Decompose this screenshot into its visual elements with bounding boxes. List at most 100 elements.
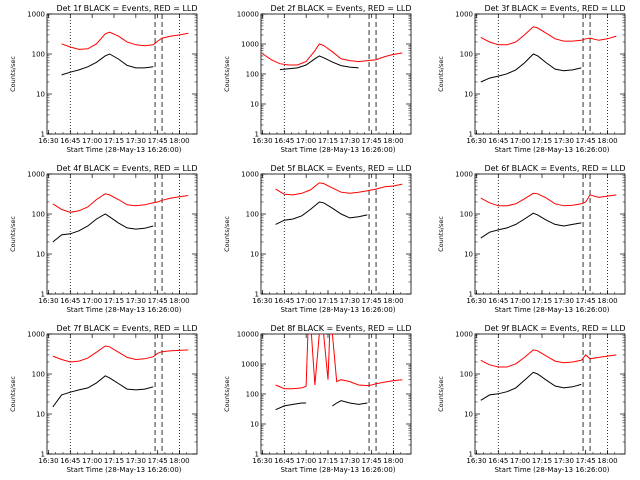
y-tick-label: 1000: [27, 171, 45, 179]
x-tick-label: 16:45: [488, 297, 508, 305]
x-axis-label: Start Time (28-May-13 16:26:00): [280, 466, 395, 474]
y-tick-label: 100: [460, 371, 473, 379]
y-tick-label: 1: [469, 291, 473, 299]
x-tick-label: 16:45: [60, 457, 80, 465]
lld-series-line: [480, 349, 617, 368]
y-tick-label: 100: [32, 371, 45, 379]
x-axis-label: Start Time (28-May-13 16:26:00): [280, 146, 395, 154]
y-tick-label: 10: [36, 91, 45, 99]
y-axis-label: Counts/sec: [437, 376, 445, 412]
x-tick-label: 16:30: [252, 457, 272, 465]
lld-series-line: [61, 31, 189, 50]
panel-det-3f: Det 3f BLACK = Events, RED = LLD 16:30 16:…: [437, 4, 626, 154]
x-tick-label: 17:30: [340, 457, 360, 465]
x-tick-label: 17:15: [104, 457, 124, 465]
x-tick-label: 17:45: [576, 137, 596, 145]
y-tick-label: 100: [246, 211, 259, 219]
events-series-line: [52, 375, 154, 408]
y-tick-label: 10: [250, 101, 259, 109]
x-tick-label: 17:15: [318, 297, 338, 305]
plot-frame: [46, 13, 198, 135]
y-tick-label: 1000: [455, 171, 473, 179]
events-series-line: [480, 53, 582, 83]
x-tick-label: 17:00: [510, 297, 530, 305]
y-tick-label: 1: [41, 291, 45, 299]
panel-det-5f: Det 5f BLACK = Events, RED = LLD 16:30 16:…: [223, 164, 412, 314]
y-tick-label: 1: [41, 451, 45, 459]
events-series-line: [480, 212, 582, 239]
y-tick-label: 1000: [241, 41, 259, 49]
x-tick-label: 16:30: [252, 297, 272, 305]
x-tick-label: 18:00: [383, 297, 403, 305]
x-tick-label: 17:00: [82, 457, 102, 465]
y-tick-label: 100: [32, 211, 45, 219]
x-tick-label: 17:15: [532, 457, 552, 465]
x-tick-label: 17:30: [554, 457, 574, 465]
panel-det-7f: Det 7f BLACK = Events, RED = LLD 16:30 16:…: [9, 324, 198, 474]
x-tick-label: 17:00: [82, 137, 102, 145]
x-axis-label: Start Time (28-May-13 16:26:00): [66, 466, 181, 474]
y-axis-label: Counts/sec: [437, 216, 445, 252]
y-tick-label: 1000: [455, 331, 473, 339]
x-tick-label: 16:45: [274, 137, 294, 145]
x-tick-label: 17:30: [340, 137, 360, 145]
x-tick-label: 17:15: [104, 137, 124, 145]
plot-frame: [46, 173, 198, 295]
x-tick-label: 16:45: [274, 457, 294, 465]
x-tick-label: 16:45: [60, 297, 80, 305]
x-axis-label: Start Time (28-May-13 16:26:00): [66, 146, 181, 154]
panel-det-9f: Det 9f BLACK = Events, RED = LLD 16:30 16:…: [437, 324, 626, 474]
plot-frame: [474, 173, 626, 295]
y-tick-label: 1000: [241, 171, 259, 179]
y-tick-label: 10: [464, 411, 473, 419]
y-axis-label: Counts/sec: [9, 376, 17, 412]
lld-series-line: [480, 192, 617, 207]
x-tick-label: 17:30: [126, 457, 146, 465]
panel-title: Det 8f BLACK = Events, RED = LLD: [270, 324, 411, 333]
x-tick-label: 16:45: [488, 137, 508, 145]
x-tick-label: 17:30: [126, 297, 146, 305]
x-tick-label: 17:15: [318, 137, 338, 145]
y-tick-label: 1: [469, 451, 473, 459]
y-tick-label: 1: [255, 451, 259, 459]
panel-det-2f: Det 2f BLACK = Events, RED = LLD 16:30 16:…: [223, 4, 412, 154]
y-tick-label: 1000: [27, 11, 45, 19]
y-tick-label: 1000: [455, 11, 473, 19]
x-tick-label: 17:45: [148, 457, 168, 465]
lld-series-line: [480, 26, 617, 46]
x-tick-label: 17:45: [148, 137, 168, 145]
x-tick-label: 16:30: [38, 297, 58, 305]
x-axis-label: Start Time (28-May-13 16:26:00): [494, 306, 609, 314]
x-tick-label: 16:30: [466, 457, 486, 465]
y-tick-label: 1: [41, 131, 45, 139]
y-tick-label: 1: [255, 291, 259, 299]
x-tick-label: 17:15: [318, 457, 338, 465]
y-tick-label: 10: [36, 251, 45, 259]
x-tick-label: 17:45: [576, 297, 596, 305]
x-tick-label: 16:45: [274, 297, 294, 305]
events-series-line: [61, 53, 154, 76]
x-tick-label: 17:45: [362, 297, 382, 305]
x-tick-label: 18:00: [597, 457, 617, 465]
plot-frame: [474, 333, 626, 455]
panel-det-6f: Det 6f BLACK = Events, RED = LLD 16:30 16:…: [437, 164, 626, 314]
x-axis-label: Start Time (28-May-13 16:26:00): [494, 466, 609, 474]
y-tick-label: 100: [246, 391, 259, 399]
panel-title: Det 2f BLACK = Events, RED = LLD: [270, 4, 411, 13]
events-series-line: [275, 201, 368, 225]
x-tick-label: 18:00: [383, 457, 403, 465]
panel-title: Det 1f BLACK = Events, RED = LLD: [56, 4, 197, 13]
y-tick-label: 10000: [237, 331, 259, 339]
events-series-line: [279, 55, 359, 71]
plot-frame: [260, 333, 412, 455]
events-series-line: [275, 400, 368, 411]
y-tick-label: 10: [464, 251, 473, 259]
plot-frame: [260, 13, 412, 135]
x-tick-label: 18:00: [169, 457, 189, 465]
plot-frame: [260, 173, 412, 295]
x-tick-label: 18:00: [597, 137, 617, 145]
lld-series-line: [262, 43, 403, 66]
lld-series-line: [52, 193, 189, 213]
x-tick-label: 18:00: [169, 137, 189, 145]
